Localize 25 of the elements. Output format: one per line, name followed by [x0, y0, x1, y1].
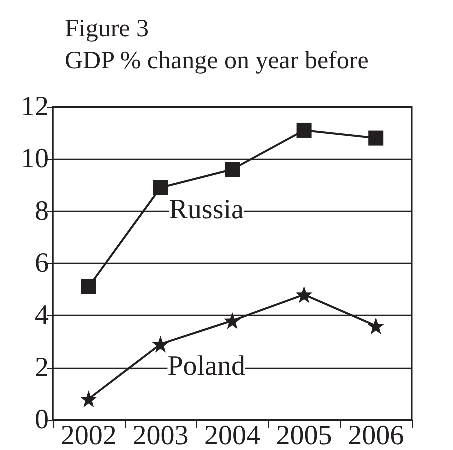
x-tick-label: 2002: [60, 420, 117, 450]
series-label: Russia: [169, 194, 245, 226]
x-tick-label: 2004: [204, 420, 260, 450]
series-label: Poland: [168, 350, 246, 382]
x-tick-label: 2006: [348, 420, 404, 450]
point: [368, 130, 384, 146]
point: [296, 122, 312, 138]
y-tick-label: 10: [21, 144, 49, 175]
point: [153, 180, 168, 196]
point: [368, 318, 385, 335]
point: [152, 336, 170, 353]
x-tick-label: 2005: [276, 420, 332, 450]
chart-title: Figure 3 GDP % change on year before: [65, 16, 369, 74]
point: [80, 390, 98, 408]
y-tick-label: 2: [35, 352, 49, 384]
y-tick-label: 4: [35, 300, 49, 332]
y-tick-label: 0: [35, 404, 49, 436]
point: [224, 312, 241, 330]
y-tick-label: 6: [35, 248, 49, 279]
point: [225, 162, 240, 178]
x-tick-label: 2003: [132, 420, 189, 450]
y-tick-label: 8: [35, 196, 49, 227]
y-tick-label: 12: [21, 92, 49, 122]
point: [81, 279, 96, 294]
point: [296, 286, 313, 304]
